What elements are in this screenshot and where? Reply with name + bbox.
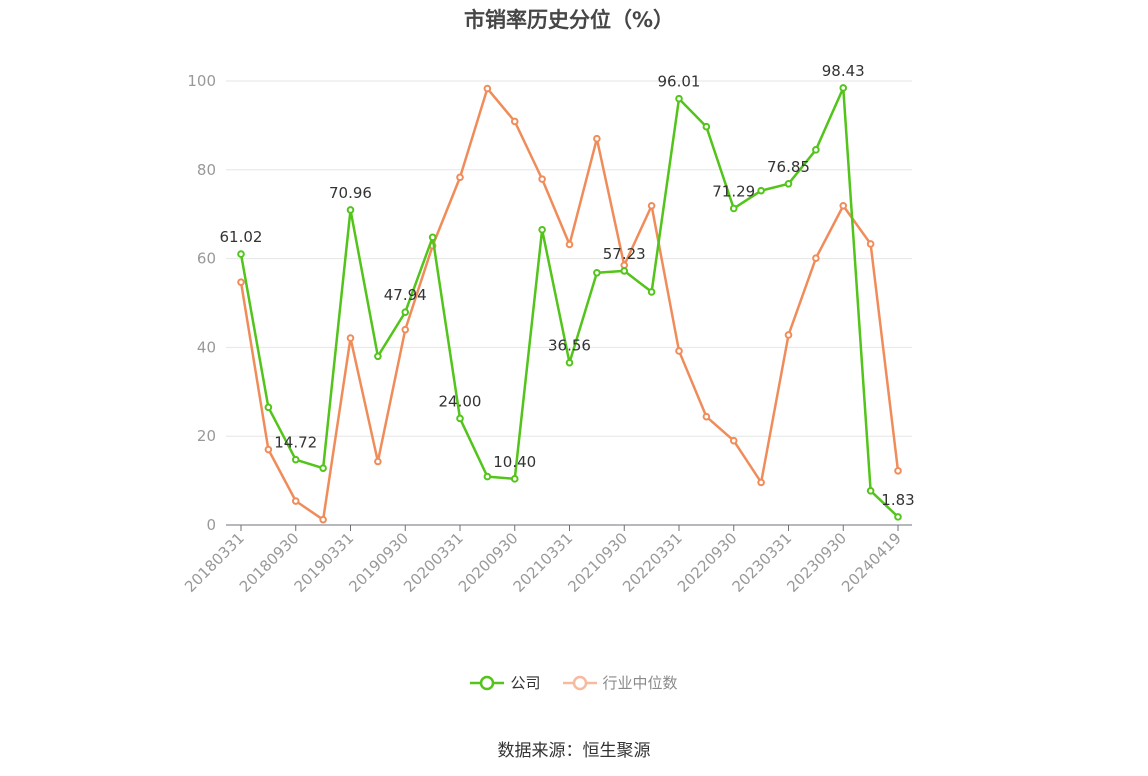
data-point-company [647,288,656,296]
y-tick-label: 80 [197,161,216,179]
data-point-company [319,464,327,472]
data-label: 36.56 [548,337,591,355]
data-point-company [784,179,793,188]
data-point-industry [401,325,410,334]
data-point-industry [510,117,519,126]
data-point-industry [866,240,875,248]
data-point-company [757,186,765,195]
data-label: 61.02 [220,228,263,246]
data-point-industry [538,175,546,183]
data-point-company [401,308,410,316]
x-tick-label: 20240419 [838,529,905,596]
data-point-industry [702,412,711,421]
data-point-industry [894,467,902,475]
data-point-industry [729,436,738,445]
data-point-company [812,146,820,154]
data-point-industry [565,240,574,249]
data-label: 70.96 [329,184,372,202]
data-point-industry [346,334,355,342]
y-tick-label: 20 [197,427,216,445]
y-tick-label: 100 [187,72,216,90]
data-point-company [346,206,355,214]
data-label: 14.72 [274,434,317,452]
series [237,84,902,524]
data-point-company [675,94,683,103]
data-point-company [510,475,519,483]
data-point-company [538,225,546,234]
legend-marker-industry-icon [562,675,597,690]
data-label: 24.00 [439,392,482,410]
data-point-company [483,472,492,481]
data-point-industry [483,84,492,93]
data-point-company [456,414,464,423]
legend: 公司 行业中位数 [0,672,1148,693]
y-tick-label: 60 [197,250,216,268]
legend-item-company[interactable]: 公司 [470,672,541,693]
legend-item-industry[interactable]: 行业中位数 [562,672,678,693]
data-point-industry [757,478,765,487]
data-point-industry [456,173,464,182]
data-point-company [291,455,300,464]
data-point-company [620,267,629,275]
data-label: 10.40 [493,453,536,471]
data-point-company [729,204,738,213]
data-label: 1.83 [881,491,914,509]
data-point-industry [291,497,300,505]
data-point-company [866,487,875,495]
data-point-company [593,269,601,277]
data-point-company [894,513,902,521]
source-note: 数据来源：恒生聚源 [497,741,651,761]
data-point-company [702,122,711,131]
data-label: 96.01 [658,73,701,91]
data-point-industry [264,445,273,454]
data-point-industry [647,201,656,210]
data-point-company [565,358,574,367]
y-tick-label: 40 [197,338,216,356]
data-label: 47.94 [384,286,427,304]
chart-title: 市销率历史分位（%） [463,8,675,32]
data-point-industry [374,457,382,466]
grid-lines [226,80,912,437]
data-point-industry [237,278,245,286]
data-point-company [428,233,437,242]
data-label: 57.23 [603,245,646,263]
data-point-industry [319,515,327,524]
legend-label-company: 公司 [510,674,541,692]
data-labels: 61.02 14.72 70.96 47.94 24.00 10.40 36.56 57.23… [220,62,915,509]
data-point-industry [784,331,793,339]
legend-marker-company-icon [470,675,505,690]
y-tick-label: 0 [206,516,216,534]
data-label: 98.43 [822,62,865,80]
data-point-company [374,352,382,361]
data-label: 76.85 [767,158,810,176]
legend-label-industry: 行业中位数 [602,674,678,692]
axes: 0204060801002018033120180930201903312019… [181,72,912,596]
data-point-industry [675,347,683,355]
data-point-company [839,84,848,92]
data-label: 71.29 [712,182,755,200]
data-point-industry [839,201,848,210]
data-point-company [264,403,273,412]
data-point-industry [593,134,601,143]
data-point-industry [812,254,820,262]
data-point-company [237,250,245,258]
